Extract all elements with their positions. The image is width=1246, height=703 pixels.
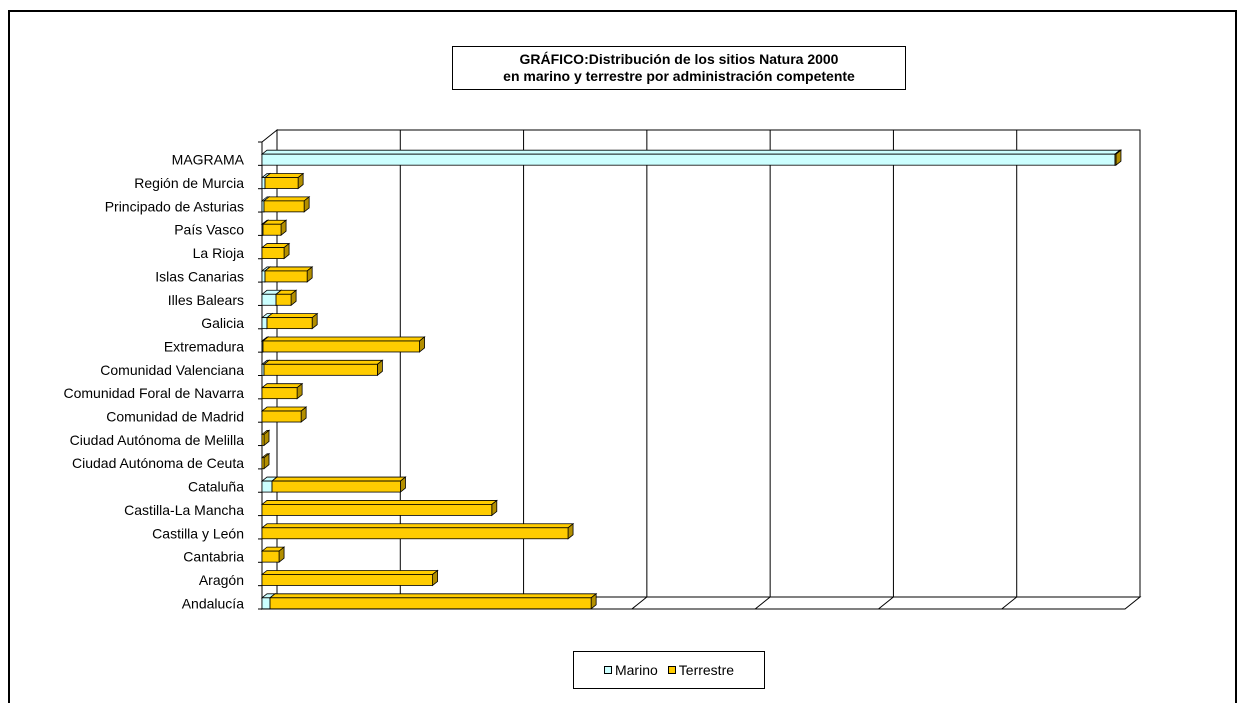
category-label: Castilla-La Mancha bbox=[124, 502, 244, 518]
bar-marino bbox=[262, 318, 267, 329]
bar-terrestre bbox=[265, 271, 307, 282]
bar-marino bbox=[262, 154, 1115, 165]
bar-terrestre bbox=[262, 388, 297, 399]
bar-terrestre bbox=[262, 551, 279, 562]
bar-terrestre-top bbox=[262, 524, 573, 528]
category-label: Illes Balears bbox=[168, 292, 244, 308]
category-label: Islas Canarias bbox=[155, 268, 244, 284]
bar-terrestre-top bbox=[262, 384, 302, 388]
bar-terrestre-top bbox=[262, 500, 497, 504]
bar-terrestre bbox=[1115, 154, 1116, 165]
bar-marino bbox=[262, 271, 265, 282]
bar-terrestre bbox=[264, 364, 377, 375]
category-label: Extremadura bbox=[164, 338, 244, 354]
category-label: Principado de Asturias bbox=[105, 198, 244, 214]
bar-terrestre-top bbox=[270, 594, 596, 598]
bar-terrestre bbox=[264, 201, 304, 212]
category-label: Comunidad de Madrid bbox=[106, 409, 244, 425]
category-label: Cantabria bbox=[183, 549, 244, 565]
bar-terrestre bbox=[262, 458, 264, 469]
bar-terrestre-top bbox=[265, 267, 312, 271]
bar-terrestre-top bbox=[267, 314, 317, 318]
bar-marino bbox=[262, 294, 276, 305]
category-label: Ciudad Autónoma de Melilla bbox=[70, 432, 245, 448]
bar-terrestre-top bbox=[262, 570, 438, 574]
bar-terrestre bbox=[265, 178, 298, 189]
legend-item-marino: Marino bbox=[604, 662, 658, 678]
category-label: Aragón bbox=[199, 572, 244, 588]
legend-label-marino: Marino bbox=[615, 662, 658, 678]
bar-terrestre bbox=[263, 341, 420, 352]
bar-terrestre bbox=[262, 434, 264, 445]
bar-terrestre bbox=[262, 574, 433, 585]
category-label: Andalucía bbox=[182, 595, 244, 611]
chart-legend: Marino Terrestre bbox=[573, 651, 765, 689]
category-label: MAGRAMA bbox=[172, 152, 245, 168]
category-label: Ciudad Autónoma de Ceuta bbox=[72, 455, 244, 471]
category-label: Comunidad Valenciana bbox=[100, 362, 244, 378]
bar-marino bbox=[262, 598, 270, 609]
bar-terrestre bbox=[262, 411, 301, 422]
legend-item-terrestre: Terrestre bbox=[668, 662, 734, 678]
legend-label-terrestre: Terrestre bbox=[679, 662, 734, 678]
bar-terrestre-top bbox=[265, 174, 303, 178]
category-label: Región de Murcia bbox=[134, 175, 244, 191]
bar-marino bbox=[262, 481, 272, 492]
bar-terrestre bbox=[272, 481, 400, 492]
category-label: La Rioja bbox=[193, 245, 245, 261]
bar-marino bbox=[262, 178, 265, 189]
legend-swatch-marino bbox=[604, 666, 612, 674]
category-label: Comunidad Foral de Navarra bbox=[63, 385, 244, 401]
bar-marino-top bbox=[262, 150, 1120, 154]
bar-terrestre bbox=[262, 528, 568, 539]
bar-terrestre-top bbox=[262, 407, 306, 411]
category-label: Galicia bbox=[201, 315, 244, 331]
bar-terrestre-top bbox=[263, 337, 425, 341]
bar-terrestre bbox=[270, 598, 591, 609]
category-label: Cataluña bbox=[188, 479, 244, 495]
bar-terrestre-top bbox=[272, 477, 405, 481]
bar-terrestre-top bbox=[264, 360, 382, 364]
bar-terrestre bbox=[276, 294, 291, 305]
bar-terrestre bbox=[262, 248, 284, 259]
bar-terrestre-top bbox=[264, 197, 309, 201]
category-label: Castilla y León bbox=[152, 525, 244, 541]
legend-swatch-terrestre bbox=[668, 666, 676, 674]
category-label: País Vasco bbox=[174, 222, 244, 238]
bar-terrestre bbox=[262, 504, 492, 515]
bar-terrestre bbox=[263, 224, 281, 235]
bar-terrestre bbox=[267, 318, 312, 329]
